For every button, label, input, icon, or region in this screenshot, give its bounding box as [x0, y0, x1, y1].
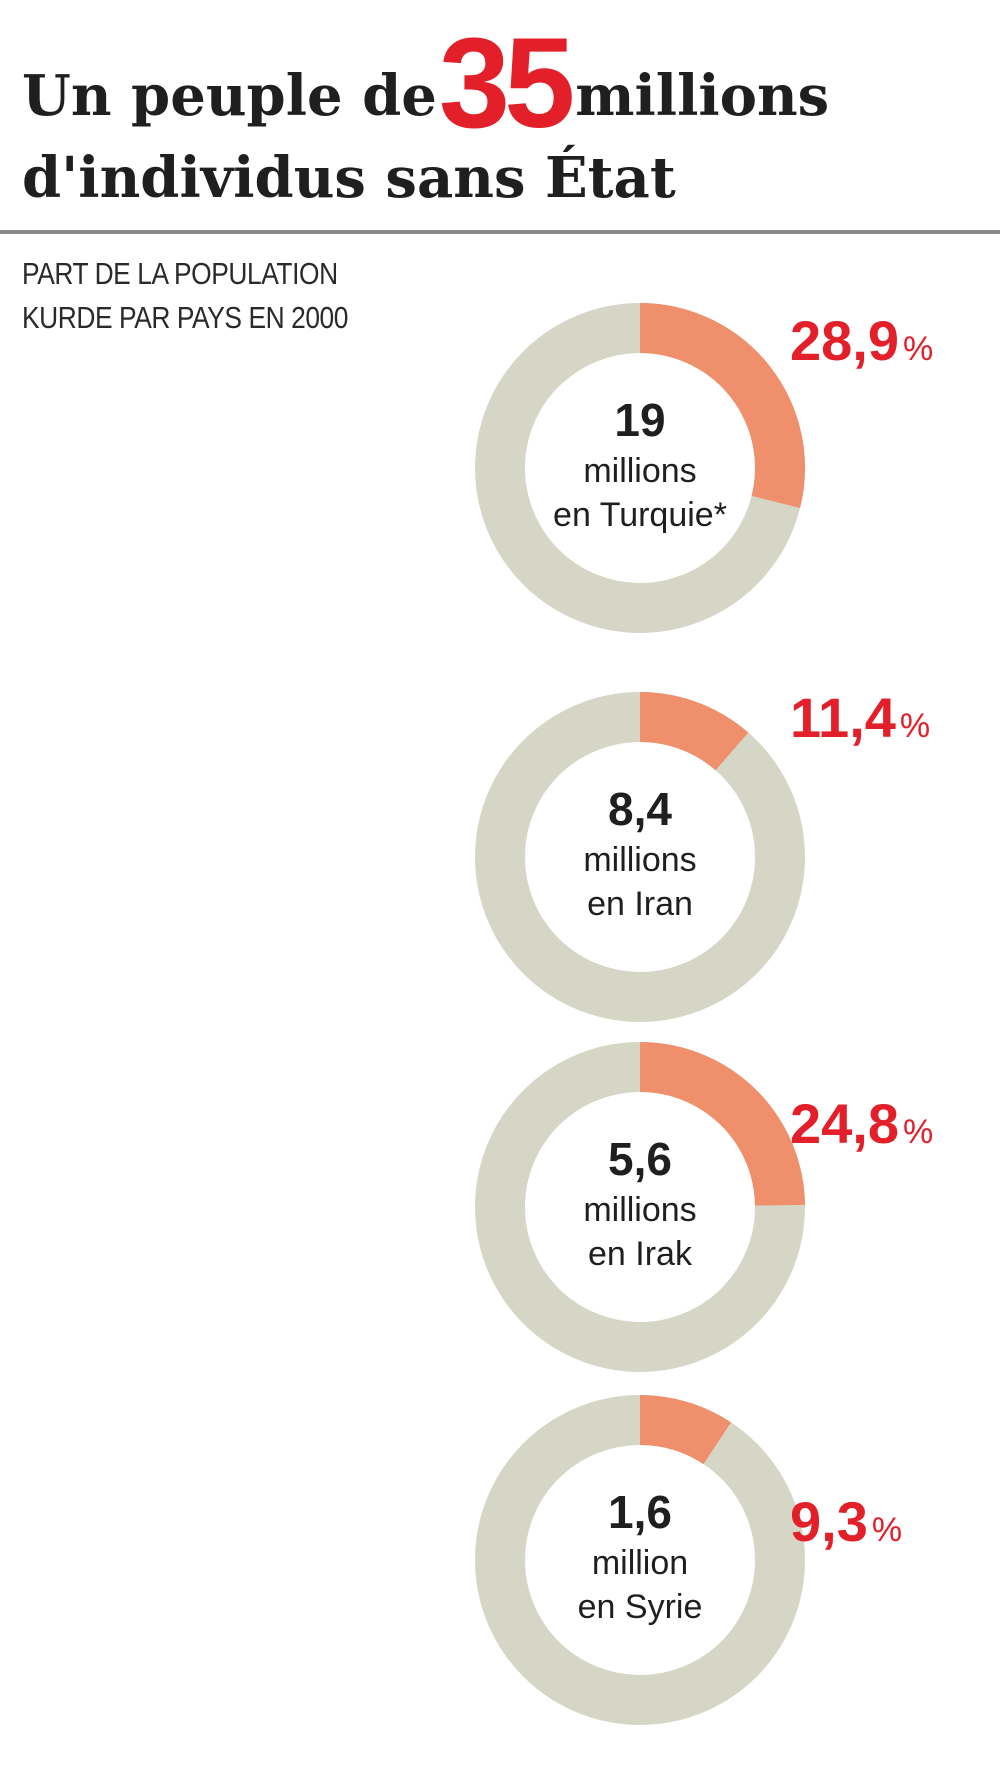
subtitle-line-1: PART DE LA POPULATION	[22, 256, 338, 291]
chart-subtitle: PART DE LA POPULATION KURDE PAR PAYS EN …	[22, 252, 348, 340]
title-number: 35	[438, 12, 575, 155]
title-part-1: Un peuple de	[22, 63, 437, 129]
donut-syrie: 1,6 million en Syrie 9,3%	[475, 1395, 902, 1725]
percent-unit: %	[900, 707, 930, 745]
title-line-1: Un peuple de35 millions	[22, 20, 829, 148]
population-unit: millions	[583, 1191, 696, 1229]
title-line-2: d'individus sans État	[22, 145, 676, 211]
donut-slice	[640, 1042, 805, 1206]
donut-turquie: 19 millions en Turquie* 28,9%	[475, 303, 933, 633]
percent-unit: %	[903, 1113, 933, 1151]
population-number: 19	[614, 394, 665, 446]
donut-iran: 8,4 millions en Iran 11,4%	[475, 686, 930, 1022]
title-part-2: millions	[575, 63, 830, 129]
percent-label: 28,9%	[790, 309, 933, 372]
population-unit: millions	[583, 452, 696, 490]
title-divider	[0, 230, 1000, 234]
population-number: 1,6	[608, 1486, 672, 1538]
country-label: en Turquie*	[553, 496, 727, 534]
donut-slice	[640, 303, 805, 509]
percent-label: 24,8%	[790, 1092, 933, 1155]
percent-unit: %	[872, 1511, 902, 1549]
subtitle-line-2: KURDE PAR PAYS EN 2000	[22, 300, 349, 335]
population-unit: million	[592, 1544, 688, 1582]
country-label: en Syrie	[578, 1588, 703, 1626]
country-label: en Irak	[588, 1235, 693, 1273]
country-label: en Iran	[587, 885, 693, 923]
donut-slice	[640, 1395, 732, 1465]
population-number: 5,6	[608, 1133, 672, 1185]
population-number: 8,4	[608, 783, 672, 835]
donut-irak: 5,6 millions en Irak 24,8%	[475, 1042, 933, 1372]
donut-slice	[640, 692, 749, 771]
percent-label: 11,4%	[790, 686, 930, 749]
percent-label: 9,3%	[790, 1490, 902, 1553]
population-unit: millions	[583, 841, 696, 879]
percent-unit: %	[903, 330, 933, 368]
